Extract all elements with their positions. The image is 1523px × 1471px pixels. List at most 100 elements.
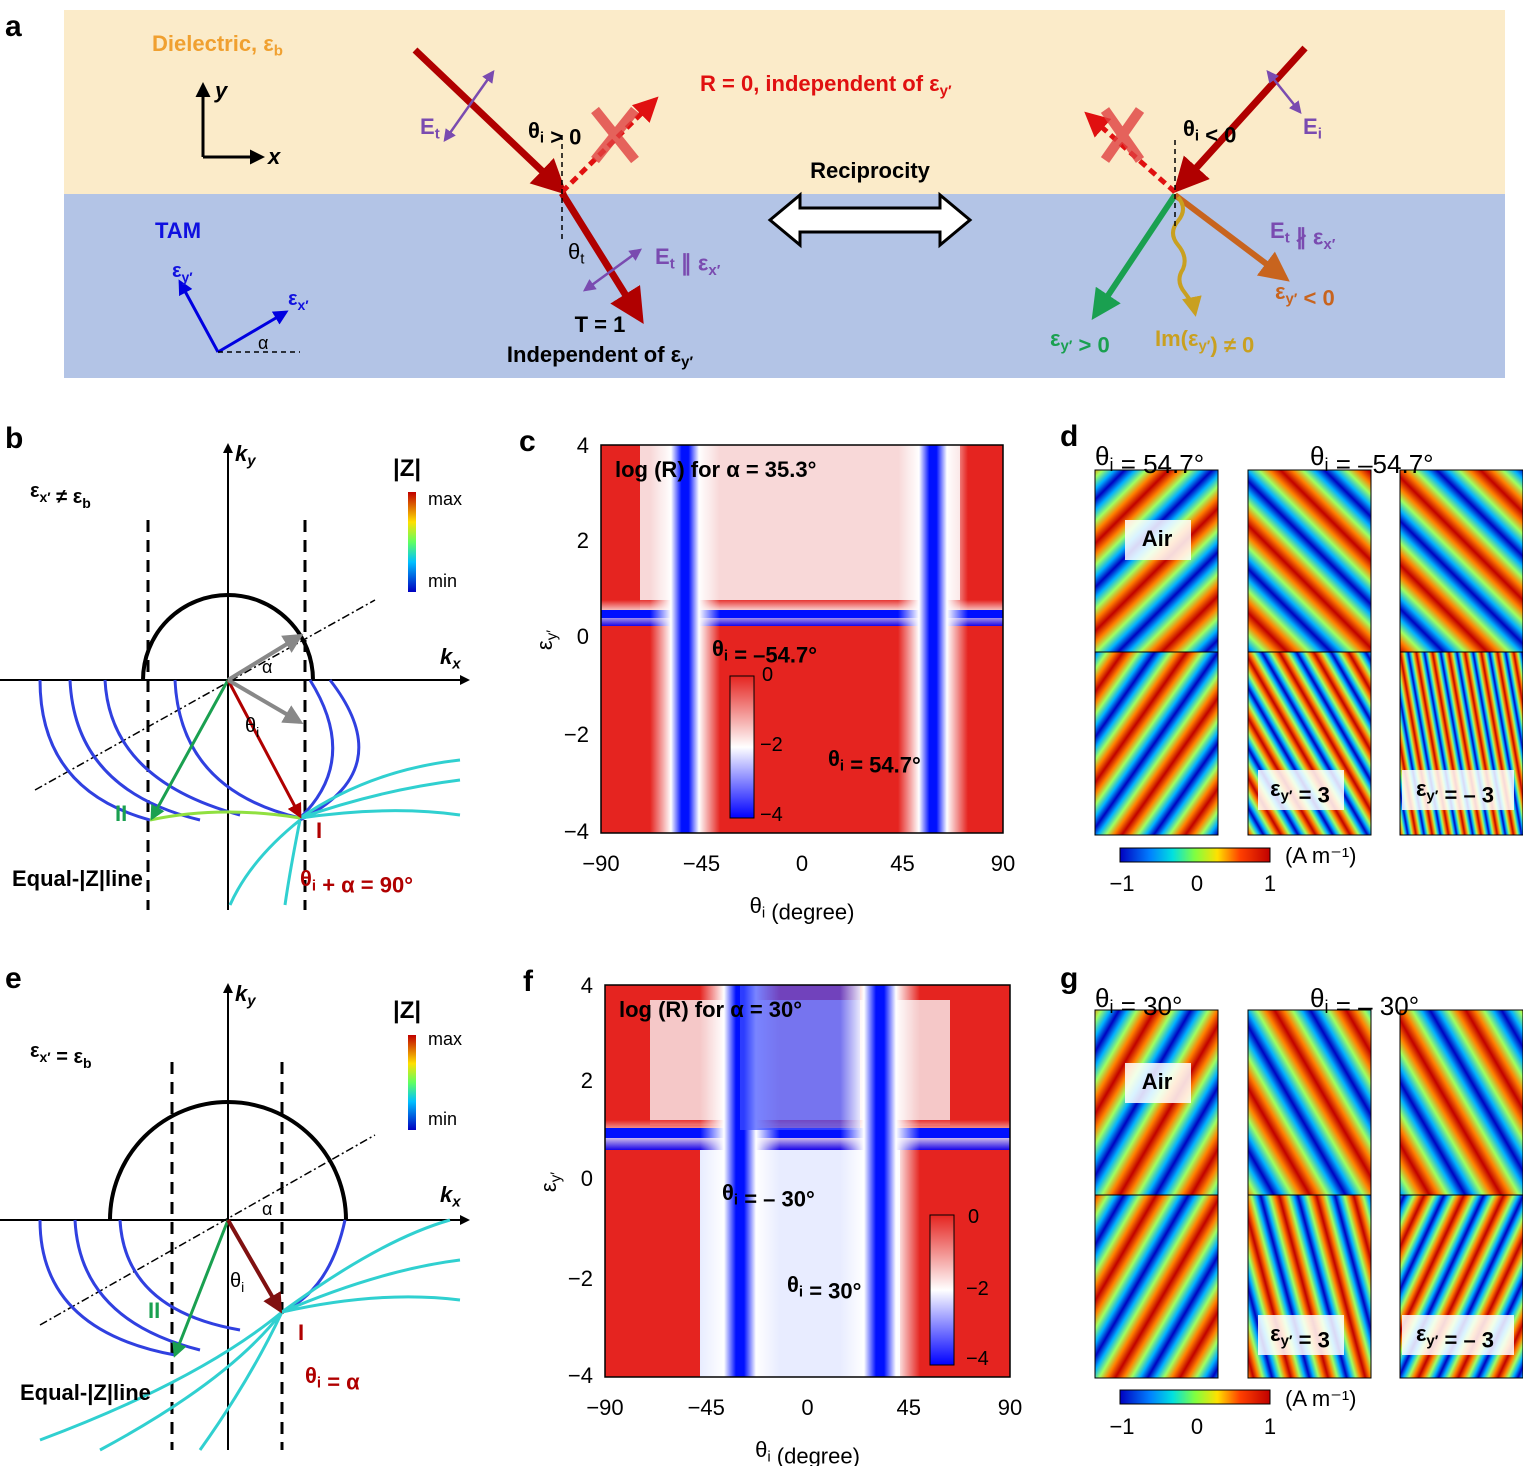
label-subscript: i xyxy=(540,130,544,147)
label: θi = – 30° xyxy=(1310,983,1419,1021)
label-text: θ xyxy=(828,746,840,771)
label-text: x xyxy=(267,144,281,169)
label: d xyxy=(1060,420,1078,453)
label-text: ε xyxy=(1416,776,1427,801)
label-text: ε xyxy=(30,480,40,502)
label: log (R) for α = 30° xyxy=(619,997,802,1022)
label: εy′ = – 3 xyxy=(1416,776,1494,808)
label-text: −4 xyxy=(966,1348,989,1370)
label: θi = 54.7° xyxy=(828,746,921,778)
label: θi xyxy=(245,715,259,739)
label-text: θ xyxy=(787,1272,799,1297)
label-text: Independent of ε xyxy=(507,342,682,367)
label-text: −2 xyxy=(760,734,783,756)
label-text: log (R) for α = 35.3° xyxy=(615,457,816,482)
label-text: θ xyxy=(568,239,580,264)
label: 0 xyxy=(968,1206,979,1228)
label-text: ε xyxy=(536,1182,561,1192)
label-text: = –54.7° xyxy=(1328,449,1433,479)
label: a xyxy=(5,10,22,43)
field-map xyxy=(1248,470,1371,652)
label-text: θ xyxy=(230,1270,241,1292)
label: 45 xyxy=(890,851,914,876)
label: εx′ ≠ εb xyxy=(30,480,91,510)
label-subscript: i xyxy=(799,1284,803,1301)
label-text: 2 xyxy=(581,1068,593,1093)
label-text: = 54.7° xyxy=(1113,449,1204,479)
label-text: = ε xyxy=(51,1046,84,1068)
label: kx xyxy=(440,644,461,673)
label-text: 1 xyxy=(1264,871,1276,896)
label-text: −45 xyxy=(683,851,720,876)
label-text: 4 xyxy=(577,433,589,458)
label-text: log (R) for α = 30° xyxy=(619,997,802,1022)
label-text: g xyxy=(1060,962,1078,995)
field-map xyxy=(1400,470,1523,652)
label: min xyxy=(428,1109,457,1129)
label: θi (degree) xyxy=(755,1437,860,1466)
label-subscript: y′ xyxy=(1426,1333,1438,1350)
label-text: −4 xyxy=(564,819,589,844)
label-subscript: t xyxy=(670,256,675,273)
label-text: 0 xyxy=(796,851,808,876)
ray-diagram-left xyxy=(412,47,659,324)
label-text: (A m⁻¹) xyxy=(1285,843,1357,868)
label: b xyxy=(5,422,23,455)
label: θi (degree) xyxy=(750,893,855,925)
label-text: ) ≠ 0 xyxy=(1210,332,1254,357)
label-text: θ xyxy=(1183,116,1195,141)
label-text: Dielectric, ε xyxy=(152,31,274,56)
label-text: θ xyxy=(528,118,540,143)
label: θi = 30° xyxy=(1095,983,1182,1021)
label-text: −4 xyxy=(568,1363,593,1388)
label-subscript: i xyxy=(1195,128,1199,145)
label-subscript: t xyxy=(1285,230,1290,247)
label-subscript: t xyxy=(580,251,585,268)
label-text: ε xyxy=(1416,1321,1427,1346)
label-subscript: y xyxy=(246,453,256,470)
label-text: = – 3 xyxy=(1438,782,1494,807)
label: 0 xyxy=(762,664,773,686)
label: TAM xyxy=(155,218,201,243)
label: Et ∥ εx′ xyxy=(655,244,721,279)
label: Equal-|Z|line xyxy=(12,866,143,891)
label-bg xyxy=(1125,1063,1191,1103)
label-text: (degree) xyxy=(765,899,854,924)
label-subscript: x xyxy=(451,656,461,673)
label-text: ε xyxy=(1275,279,1286,304)
label-text: = 30° xyxy=(1113,991,1182,1021)
label-text: −90 xyxy=(582,851,619,876)
label: f xyxy=(523,965,534,998)
k-space-diagram xyxy=(0,443,470,910)
label: −2 xyxy=(966,1278,989,1300)
label-text: ε xyxy=(1050,326,1061,351)
label: 1 xyxy=(1264,1414,1276,1439)
label-text: = 30° xyxy=(803,1278,861,1303)
label: θi < 0 xyxy=(1183,116,1236,148)
label-text: = 3 xyxy=(1293,782,1330,807)
label-text: T = 1 xyxy=(575,312,626,337)
label-text: 1 xyxy=(1264,1414,1276,1439)
label-text: ε xyxy=(532,640,557,650)
label-subscript: i xyxy=(241,1279,244,1295)
label-subscript: y′ xyxy=(182,269,194,285)
label-text: d xyxy=(1060,420,1078,453)
label-text: ε xyxy=(172,260,182,282)
label-text: 45 xyxy=(897,1395,921,1420)
label-text: Equal-|Z|line xyxy=(20,1380,151,1405)
label-text: 0 xyxy=(577,624,589,649)
label: 0 xyxy=(581,1166,593,1191)
label-text: Im(ε xyxy=(1155,326,1199,351)
label-text: k xyxy=(440,1182,454,1207)
label: Ei xyxy=(1303,114,1322,143)
label-text: = – 30° xyxy=(1328,991,1419,1021)
label-subscript: y′ xyxy=(548,1172,565,1183)
label-text: α xyxy=(258,333,268,353)
label-text: E xyxy=(655,244,670,269)
label-text: + α = 90° xyxy=(316,872,413,897)
label: (A m⁻¹) xyxy=(1285,1386,1357,1411)
label-text: 45 xyxy=(890,851,914,876)
label-text: 0 xyxy=(968,1206,979,1228)
label: (A m⁻¹) xyxy=(1285,843,1357,868)
label: Independent of εy′ xyxy=(507,342,694,371)
